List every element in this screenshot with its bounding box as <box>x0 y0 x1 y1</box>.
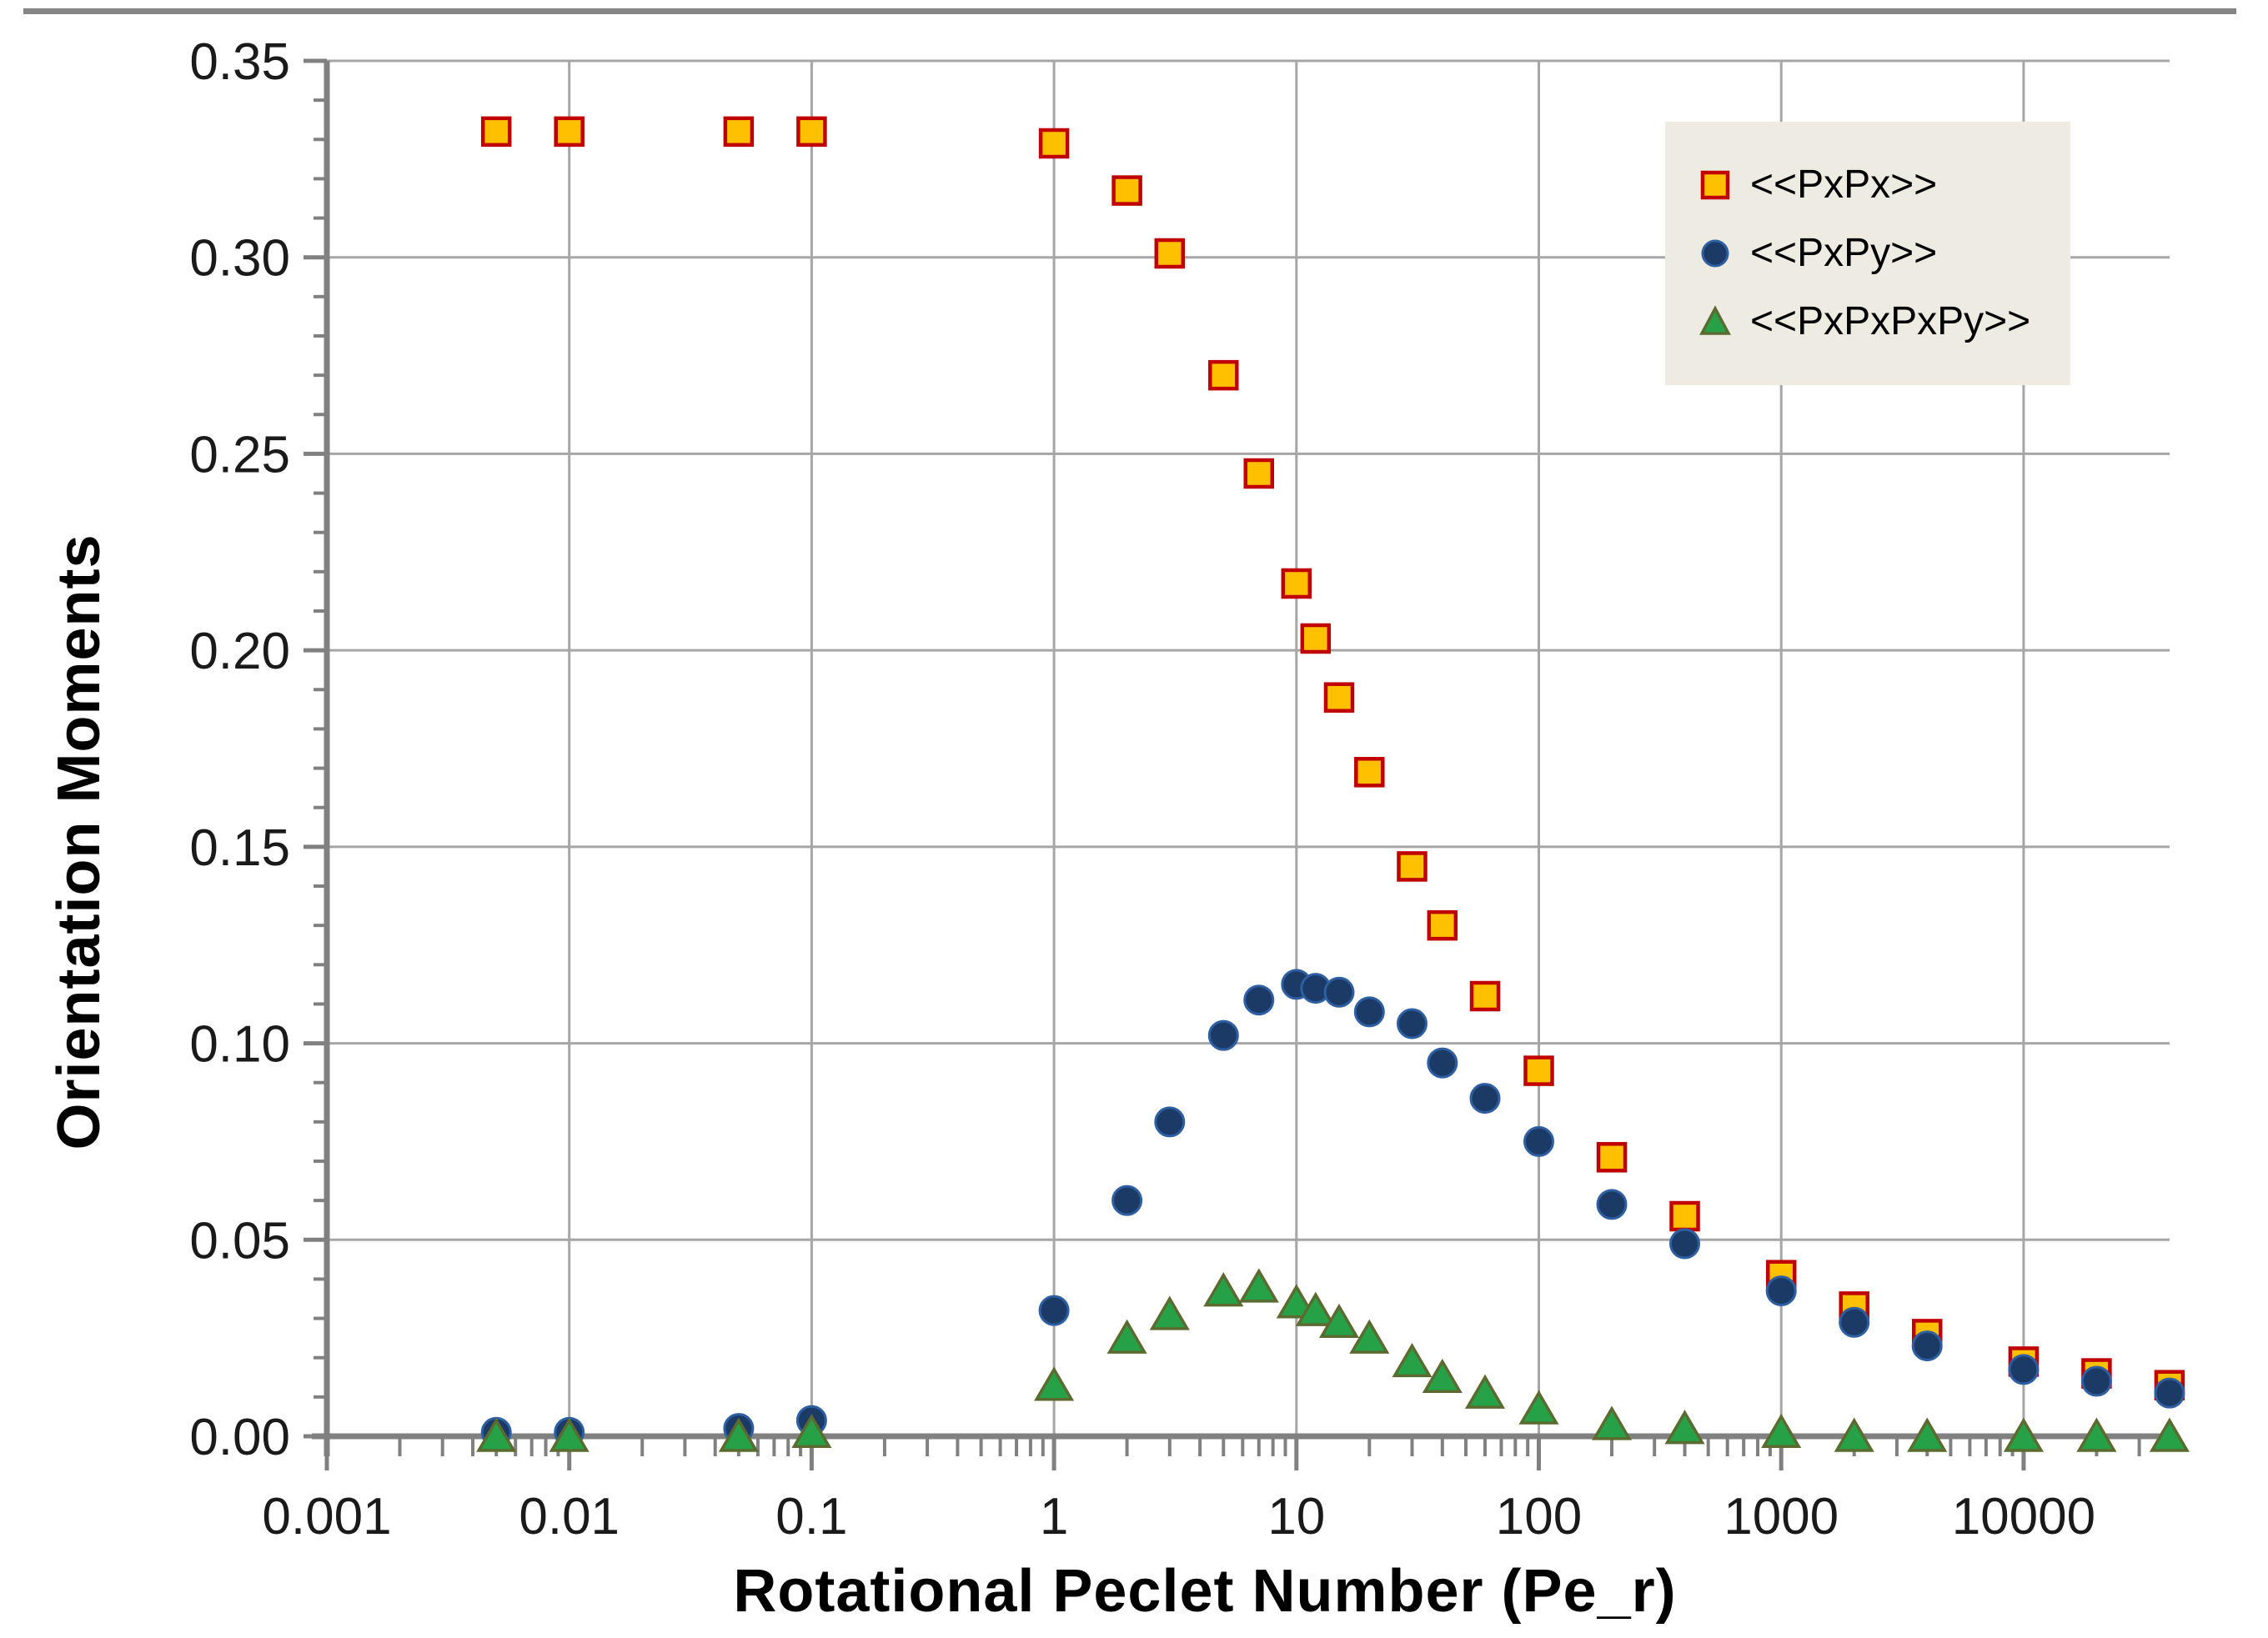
data-point <box>1669 1200 1700 1232</box>
x-tick-label: 10 <box>1267 1488 1325 1545</box>
data-point <box>1349 1319 1390 1354</box>
data-point <box>1154 1106 1186 1138</box>
data-point <box>1761 1413 1802 1449</box>
legend-item-pxpy: <<PxPy>> <box>1697 233 2070 273</box>
data-point <box>480 116 512 148</box>
legend: <<PxPx>> <<PxPy>> <<PxPxPxPy>> <box>1665 122 2070 385</box>
data-point <box>1353 996 1385 1028</box>
data-point <box>1427 909 1458 941</box>
square-marker-icon <box>1697 168 1734 202</box>
data-point <box>1596 1189 1628 1220</box>
data-point <box>554 116 585 148</box>
data-point <box>718 1417 759 1452</box>
data-point <box>1038 128 1070 159</box>
data-point <box>1469 1083 1501 1115</box>
legend-label: <<PxPxPxPy>> <box>1750 299 2031 343</box>
circle-marker-icon <box>1697 237 1734 270</box>
legend-item-pxpxpxpy: <<PxPxPxPy>> <box>1697 302 2070 342</box>
data-point <box>1281 568 1312 599</box>
data-point <box>1911 1330 1943 1362</box>
data-point <box>1591 1405 1633 1440</box>
data-point <box>1038 1295 1070 1326</box>
data-point <box>1469 980 1501 1012</box>
data-point <box>796 116 827 148</box>
data-point <box>1295 1291 1336 1326</box>
y-axis-title: Orientation Moments <box>46 533 113 1150</box>
data-point <box>1208 359 1239 391</box>
x-tick-label: 100 <box>1496 1488 1582 1545</box>
y-tick-label: 0.25 <box>189 426 290 483</box>
data-point <box>1238 1268 1279 1303</box>
x-axis-title: Rotational Peclet Number (Pe_r) <box>733 1558 1677 1625</box>
data-point <box>1664 1410 1705 1445</box>
legend-item-pxpx: <<PxPx>> <box>1697 165 2070 205</box>
top-border-rule <box>23 8 2236 14</box>
data-point <box>1464 1374 1506 1409</box>
data-point <box>1243 458 1275 489</box>
legend-label: <<PxPy>> <box>1750 231 1938 275</box>
data-point <box>1207 1019 1239 1051</box>
data-point <box>1276 1284 1317 1319</box>
data-point <box>1300 623 1332 654</box>
data-point <box>1354 757 1385 788</box>
x-tick-label: 0.1 <box>775 1488 847 1545</box>
data-point <box>2080 1365 2112 1397</box>
data-point <box>2154 1377 2185 1409</box>
y-tick-label: 0.15 <box>189 819 290 877</box>
data-point <box>1396 1008 1428 1039</box>
x-tick-label: 1000 <box>1724 1488 1839 1545</box>
data-point <box>476 1417 517 1452</box>
data-point <box>1839 1306 1870 1338</box>
y-tick-label: 0.30 <box>189 230 290 288</box>
x-tick-label: 1 <box>1040 1488 1068 1545</box>
data-point <box>791 1413 832 1449</box>
data-point <box>1596 1142 1628 1173</box>
data-point <box>1669 1228 1701 1260</box>
data-point <box>2076 1417 2117 1452</box>
data-point <box>1111 1185 1143 1216</box>
data-point <box>1203 1272 1244 1307</box>
data-point <box>1523 1055 1554 1086</box>
y-tick-label: 0.35 <box>189 33 290 91</box>
data-point <box>1318 1303 1360 1339</box>
legend-label: <<PxPx>> <box>1750 163 1938 207</box>
data-point <box>2008 1354 2040 1385</box>
data-point <box>1765 1275 1797 1307</box>
data-point <box>1834 1417 1874 1452</box>
data-point <box>723 116 755 148</box>
x-tick-label: 0.001 <box>262 1488 391 1545</box>
data-point <box>549 1417 590 1452</box>
data-point <box>1518 1390 1559 1425</box>
y-tick-label: 0.20 <box>189 623 290 680</box>
data-point <box>1154 238 1186 269</box>
data-point <box>1907 1417 1948 1452</box>
y-tick-label: 0.05 <box>189 1212 290 1270</box>
y-tick-label: 0.10 <box>189 1016 290 1074</box>
data-point <box>2149 1417 2190 1452</box>
data-point <box>1106 1319 1147 1354</box>
data-point <box>1323 682 1355 713</box>
data-point <box>1323 976 1355 1008</box>
y-tick-label: 0.00 <box>189 1409 290 1466</box>
data-point <box>1523 1125 1554 1157</box>
triangle-marker-icon <box>1697 305 1734 338</box>
data-point <box>1422 1358 1463 1394</box>
data-point <box>2003 1417 2044 1452</box>
data-point <box>1397 851 1428 882</box>
data-point <box>1427 1047 1458 1079</box>
x-tick-label: 0.01 <box>519 1488 620 1545</box>
data-point <box>1111 175 1142 206</box>
data-point <box>1243 984 1275 1016</box>
x-tick-label: 10000 <box>1952 1488 2095 1545</box>
data-point <box>1149 1295 1190 1330</box>
data-point <box>1392 1342 1433 1378</box>
data-point <box>1034 1366 1075 1401</box>
